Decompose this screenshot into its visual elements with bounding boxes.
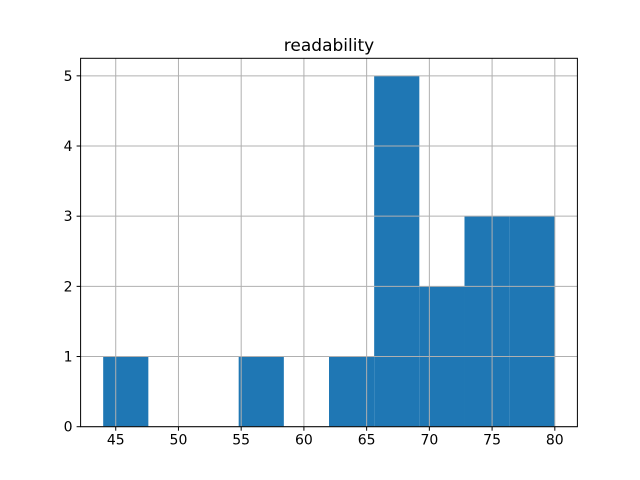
x-tick-label: 55 (232, 433, 250, 449)
histogram-bar (238, 356, 284, 427)
x-tick-label: 80 (546, 433, 564, 449)
x-tick-label: 50 (170, 433, 188, 449)
y-tick-label: 2 (64, 279, 73, 295)
y-tick-label: 5 (64, 69, 73, 85)
x-tick-label: 70 (420, 433, 438, 449)
y-tick-label: 0 (64, 420, 73, 436)
histogram-bar (374, 75, 420, 427)
y-tick-label: 1 (64, 350, 73, 366)
histogram-bar (509, 216, 555, 427)
y-tick-label: 4 (64, 139, 73, 155)
x-tick-label: 60 (295, 433, 313, 449)
axes-frame (80, 57, 578, 428)
x-tick-label: 75 (483, 433, 501, 449)
chart-title: readability (284, 36, 374, 56)
x-tick-label: 65 (358, 433, 376, 449)
histogram-bar (464, 216, 510, 427)
histogram-bar (329, 356, 375, 427)
x-tick-label: 45 (107, 433, 125, 449)
y-tick-label: 3 (64, 209, 73, 225)
histogram-bar (103, 356, 149, 427)
